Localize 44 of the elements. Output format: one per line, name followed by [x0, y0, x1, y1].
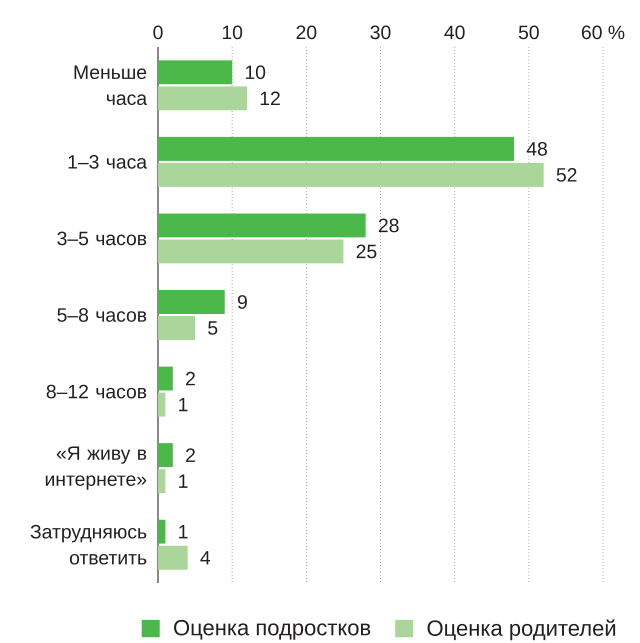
- x-tick-label: 60 %: [582, 26, 624, 40]
- data-label: 48: [526, 142, 547, 156]
- bar: [158, 162, 544, 187]
- bar: [158, 239, 344, 264]
- x-tick-label: 50: [518, 26, 539, 40]
- y-tick-label: 5–8 часов: [57, 308, 146, 322]
- data-label: 1: [179, 398, 188, 412]
- data-label: 12: [260, 92, 280, 106]
- x-tick-label: 20: [296, 26, 316, 40]
- x-tick-label: 30: [370, 26, 390, 40]
- data-label: 1: [179, 474, 188, 488]
- legend-label: Оценка родителей: [428, 619, 616, 640]
- x-tick-label: 10: [222, 26, 242, 40]
- x-tick-label: 40: [444, 26, 465, 40]
- data-label: 2: [186, 448, 195, 462]
- data-label: 5: [208, 321, 218, 335]
- y-tick-label: 1–3 часа: [68, 155, 148, 169]
- bar: [158, 546, 188, 570]
- bar: [158, 60, 232, 84]
- y-tick-label: 3–5 часов: [57, 232, 146, 246]
- bar: [158, 136, 514, 161]
- bar: [158, 392, 166, 417]
- bar: [158, 213, 366, 238]
- data-label: 9: [238, 295, 247, 309]
- bar: [158, 290, 225, 314]
- data-label: 4: [200, 551, 210, 564]
- data-label: 25: [356, 244, 376, 258]
- y-tick-label: Меньше часа: [74, 66, 148, 106]
- x-tick-label: 0: [153, 26, 163, 40]
- y-tick-label: «Я живу в интернете»: [46, 446, 146, 490]
- legend-label: Оценка подростков: [174, 620, 370, 640]
- y-tick-label: Затрудняюсь ответить: [30, 524, 146, 565]
- y-tick-label: 8–12 часов: [46, 384, 146, 398]
- data-label: 28: [378, 218, 399, 232]
- bar: [158, 443, 173, 468]
- bar: [158, 366, 173, 391]
- data-label: 1: [179, 525, 188, 538]
- bar: [158, 316, 196, 340]
- bar: [158, 86, 247, 110]
- data-label: 2: [186, 372, 195, 386]
- data-label: 10: [246, 65, 266, 80]
- data-label: 52: [556, 168, 576, 182]
- bar: [158, 520, 166, 544]
- bar: [158, 469, 166, 494]
